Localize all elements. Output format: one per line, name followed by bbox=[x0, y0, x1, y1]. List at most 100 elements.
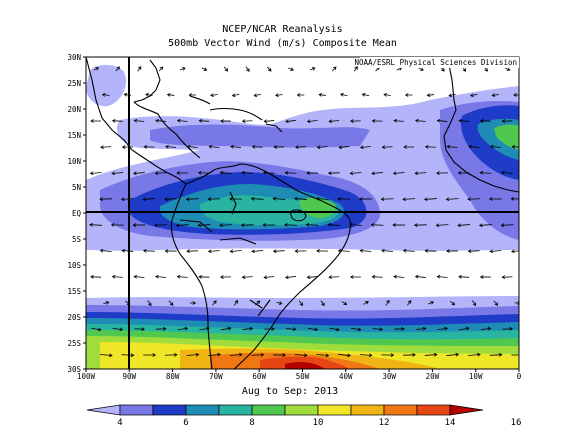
wind-arrow-head bbox=[433, 352, 438, 357]
wind-arrow bbox=[425, 146, 436, 148]
wind-arrow-head bbox=[262, 223, 266, 227]
wind-arrow-head bbox=[239, 352, 243, 357]
wind-arrow bbox=[437, 327, 448, 331]
credit-text: NOAA/ESRL Physical Sciences Division bbox=[354, 58, 517, 67]
wind-arrow-head bbox=[521, 353, 524, 356]
wind-arrow-head bbox=[282, 353, 286, 357]
wind-arrow bbox=[186, 354, 199, 356]
wind-arrow-head bbox=[455, 352, 460, 357]
wind-arrow-head bbox=[197, 170, 202, 175]
wind-arrow bbox=[319, 94, 326, 96]
wind-arrow-head bbox=[415, 118, 419, 123]
lat-label: 30N bbox=[67, 53, 81, 62]
wind-arrow-head bbox=[207, 249, 212, 254]
wind-arrow bbox=[407, 300, 412, 306]
wind-arrow-head bbox=[294, 249, 299, 253]
wind-arrow-head bbox=[457, 171, 462, 175]
wind-arrow bbox=[360, 250, 372, 252]
wind-arrow bbox=[93, 67, 99, 71]
wind-arrow-head bbox=[229, 249, 234, 254]
wind-arrow bbox=[350, 172, 362, 174]
wind-arrow bbox=[359, 354, 372, 356]
wind-arrow-head bbox=[430, 301, 435, 305]
wind-arrow-head bbox=[451, 301, 456, 306]
wind-arrow bbox=[338, 250, 350, 252]
wind-arrow-head bbox=[241, 119, 246, 124]
wind-arrow-head bbox=[182, 67, 186, 71]
wind-arrow-head bbox=[296, 93, 301, 97]
wind-arrow bbox=[147, 300, 152, 306]
wind-arrow bbox=[90, 172, 102, 174]
wind-arrow-head bbox=[414, 274, 419, 279]
lat-label: 20N bbox=[67, 105, 81, 114]
wind-arrow bbox=[448, 93, 456, 97]
wind-arrow-head bbox=[350, 119, 354, 123]
wind-arrow bbox=[468, 354, 481, 356]
credit-box bbox=[360, 57, 519, 68]
wind-arrow-head bbox=[328, 119, 333, 124]
wind-arrow-head bbox=[133, 274, 138, 279]
wind-arrow-head bbox=[359, 197, 363, 201]
wind-arrow-head bbox=[143, 145, 148, 149]
wind-arrow bbox=[167, 94, 175, 96]
wind-arrow-head bbox=[370, 222, 375, 227]
lat-label: 10S bbox=[67, 261, 81, 270]
wind-arrow-head bbox=[458, 274, 462, 279]
wind-arrow bbox=[233, 300, 238, 306]
wind-arrow-head bbox=[186, 249, 190, 254]
wind-arrow bbox=[449, 300, 455, 306]
wind-arrow-head bbox=[109, 353, 113, 358]
wind-arrow-head bbox=[446, 249, 450, 253]
wind-arrow-head bbox=[90, 275, 94, 279]
wind-arrow bbox=[371, 172, 383, 174]
wind-arrow-head bbox=[152, 353, 157, 357]
wind-arrow-head bbox=[488, 197, 493, 201]
wind-arrow bbox=[209, 146, 220, 148]
colorbar-segment bbox=[251, 404, 286, 416]
wind-arrow bbox=[99, 354, 113, 356]
wind-arrow-head bbox=[121, 145, 126, 149]
wind-arrow bbox=[332, 66, 337, 72]
wind-arrow bbox=[512, 146, 519, 148]
wind-arrow-head bbox=[164, 249, 169, 253]
wind-arrow bbox=[329, 327, 340, 331]
wind-arrow bbox=[263, 172, 275, 174]
wind-arrow-head bbox=[337, 197, 341, 201]
wind-arrow-head bbox=[154, 171, 159, 176]
wind-arrow bbox=[320, 300, 325, 306]
wind-arrow-head bbox=[349, 275, 354, 279]
wind-arrow-head bbox=[513, 93, 517, 97]
wind-arrow bbox=[350, 327, 361, 331]
wind-arrow-head bbox=[99, 248, 104, 253]
lat-label: EQ bbox=[72, 209, 82, 218]
wind-arrow-head bbox=[468, 144, 472, 149]
wind-arrow bbox=[242, 276, 253, 278]
colorbar-tick-label: 4 bbox=[117, 418, 122, 428]
wind-arrow bbox=[164, 198, 177, 200]
wind-arrow bbox=[307, 327, 318, 331]
wind-arrow-head bbox=[479, 119, 484, 123]
wind-arrow bbox=[424, 354, 437, 356]
wind-arrow-head bbox=[203, 67, 208, 71]
wind-arrow-head bbox=[229, 197, 233, 201]
wind-arrow-head bbox=[89, 171, 94, 176]
wind-arrow-head bbox=[472, 302, 477, 307]
wind-arrow-head bbox=[436, 118, 441, 123]
wind-arrow bbox=[501, 172, 513, 174]
wind-arrow bbox=[164, 354, 177, 356]
wind-arrow-head bbox=[220, 119, 224, 123]
wind-arrow bbox=[285, 328, 296, 330]
wind-arrow-head bbox=[272, 249, 277, 254]
wind-arrow-head bbox=[445, 197, 450, 202]
wind-arrow bbox=[276, 301, 282, 305]
colorbar-right-arrow bbox=[449, 404, 484, 416]
wind-arrow bbox=[112, 120, 123, 122]
wind-arrow bbox=[403, 250, 415, 252]
wind-arrow bbox=[155, 276, 167, 278]
wind-arrow-head bbox=[361, 92, 366, 97]
wind-arrow bbox=[316, 198, 329, 200]
wind-arrow-head bbox=[271, 327, 275, 331]
wind-arrow bbox=[472, 300, 477, 306]
wind-arrow-head bbox=[441, 68, 445, 72]
